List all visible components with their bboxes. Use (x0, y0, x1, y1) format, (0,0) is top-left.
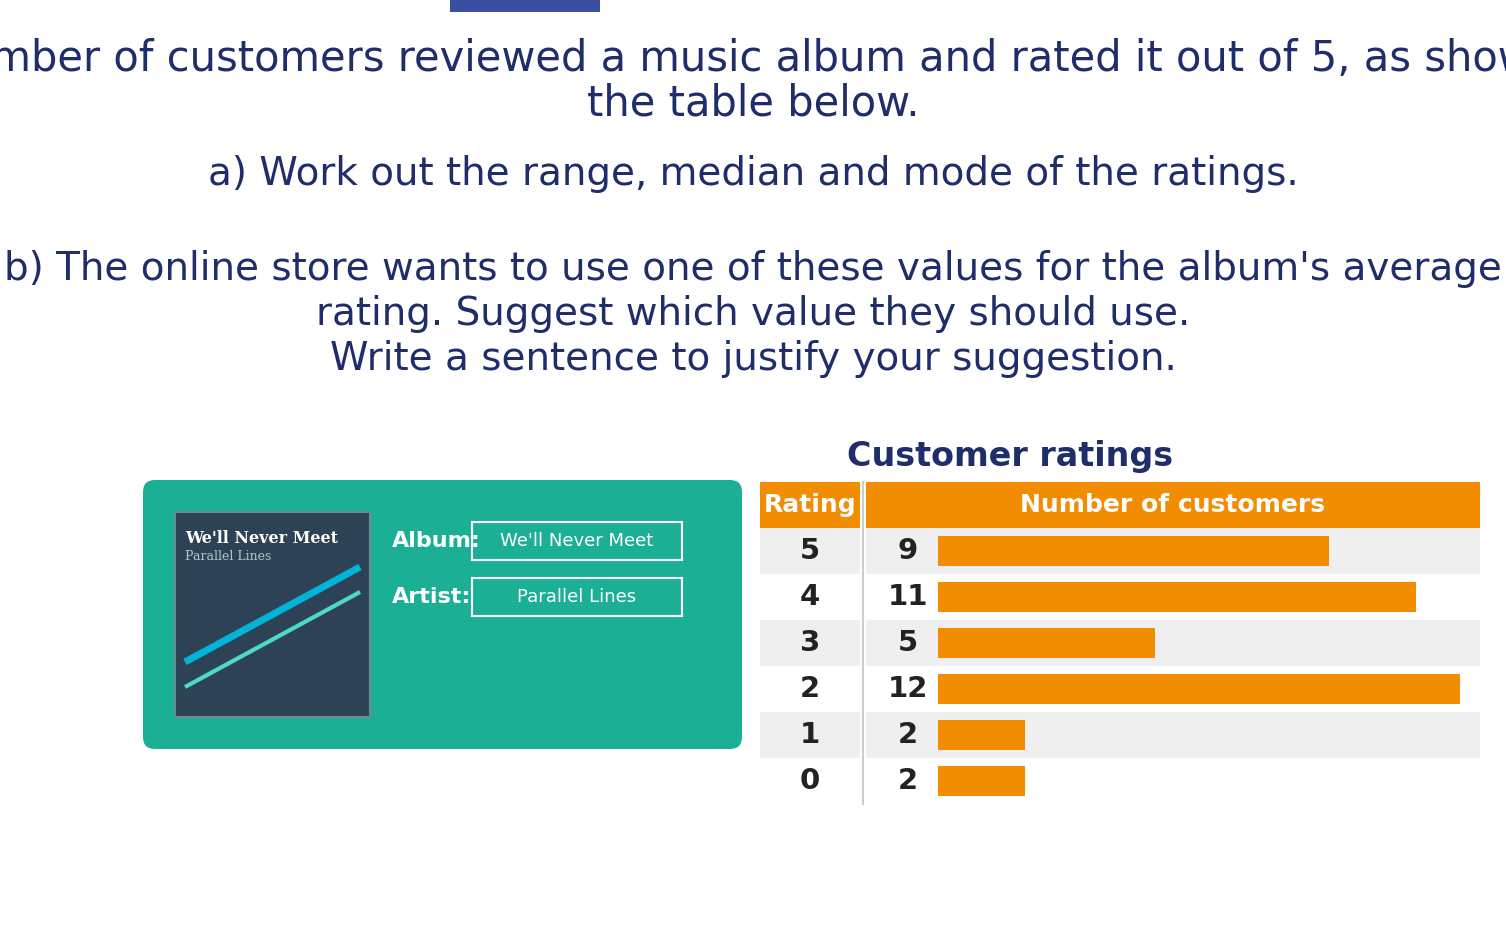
Text: b) The online store wants to use one of these values for the album's average: b) The online store wants to use one of … (5, 250, 1501, 288)
Text: 12: 12 (889, 675, 928, 703)
FancyBboxPatch shape (470, 520, 684, 562)
FancyBboxPatch shape (761, 712, 860, 758)
FancyBboxPatch shape (761, 666, 860, 712)
Text: Write a sentence to justify your suggestion.: Write a sentence to justify your suggest… (330, 340, 1176, 378)
Text: Rating: Rating (764, 493, 857, 517)
Text: We'll Never Meet: We'll Never Meet (185, 530, 337, 547)
FancyBboxPatch shape (470, 576, 684, 618)
Text: Album:: Album: (392, 531, 480, 551)
FancyBboxPatch shape (761, 482, 860, 528)
Text: a) Work out the range, median and mode of the ratings.: a) Work out the range, median and mode o… (208, 155, 1298, 193)
FancyBboxPatch shape (866, 528, 1480, 574)
Text: rating. Suggest which value they should use.: rating. Suggest which value they should … (316, 295, 1190, 333)
FancyBboxPatch shape (866, 758, 1480, 804)
Text: 2: 2 (800, 675, 821, 703)
FancyBboxPatch shape (938, 629, 1155, 658)
FancyBboxPatch shape (866, 620, 1480, 666)
Text: 9: 9 (898, 537, 919, 565)
Text: Number of customers: Number of customers (1021, 493, 1325, 517)
FancyBboxPatch shape (938, 720, 1026, 750)
Text: We'll Never Meet: We'll Never Meet (500, 532, 654, 550)
FancyBboxPatch shape (450, 0, 599, 12)
Text: 5: 5 (800, 537, 821, 565)
Text: 3: 3 (800, 629, 821, 657)
Text: the table below.: the table below. (587, 82, 919, 124)
FancyBboxPatch shape (761, 620, 860, 666)
FancyBboxPatch shape (175, 512, 370, 717)
FancyBboxPatch shape (938, 582, 1417, 612)
Text: 2: 2 (898, 767, 919, 795)
FancyBboxPatch shape (761, 758, 860, 804)
FancyBboxPatch shape (761, 528, 860, 574)
Text: 1: 1 (800, 721, 821, 749)
Text: Artist:: Artist: (392, 587, 471, 607)
FancyBboxPatch shape (938, 537, 1330, 565)
Text: Parallel Lines: Parallel Lines (185, 550, 271, 563)
Text: 4: 4 (800, 583, 821, 611)
Text: Parallel Lines: Parallel Lines (518, 588, 637, 606)
Text: Customer ratings: Customer ratings (846, 440, 1173, 473)
FancyBboxPatch shape (761, 574, 860, 620)
FancyBboxPatch shape (938, 766, 1026, 796)
FancyBboxPatch shape (143, 480, 742, 749)
FancyBboxPatch shape (866, 712, 1480, 758)
FancyBboxPatch shape (938, 674, 1459, 704)
Text: 0: 0 (800, 767, 821, 795)
Text: 5: 5 (898, 629, 919, 657)
FancyBboxPatch shape (866, 666, 1480, 712)
FancyBboxPatch shape (866, 574, 1480, 620)
Text: A number of customers reviewed a music album and rated it out of 5, as shown in: A number of customers reviewed a music a… (0, 38, 1506, 80)
Text: 2: 2 (898, 721, 919, 749)
FancyBboxPatch shape (866, 482, 1480, 528)
Text: 11: 11 (887, 583, 928, 611)
